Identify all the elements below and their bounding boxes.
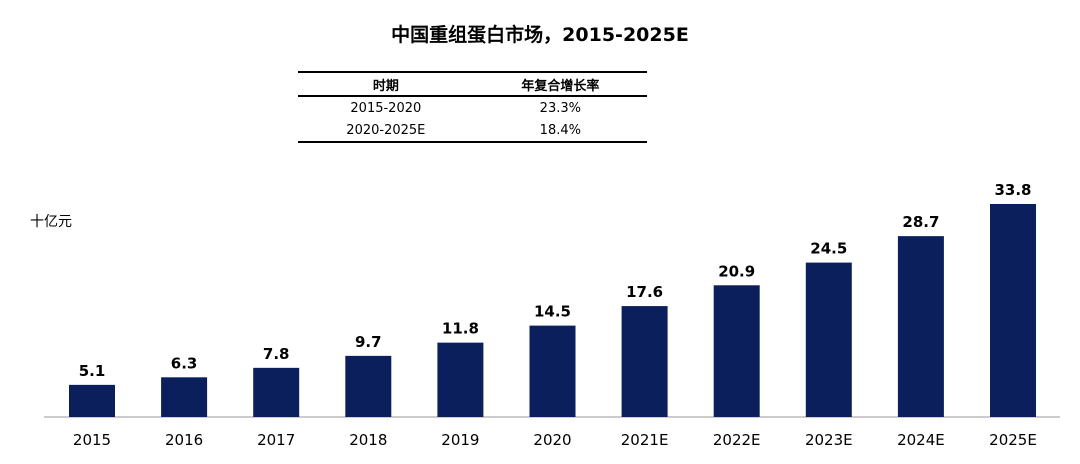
data-label: 20.9 [718, 262, 755, 280]
bar-2022E [713, 285, 760, 417]
data-label: 14.5 [534, 303, 571, 321]
cagr-period: 2015-2020 [350, 100, 422, 116]
x-tick-label: 2017 [257, 431, 295, 449]
x-tick-label: 2021E [621, 431, 669, 449]
x-tick-label: 2018 [349, 431, 387, 449]
cagr-period: 2020-2025E [298, 119, 474, 143]
data-label: 5.1 [79, 362, 106, 380]
cagr-header-rate: 年复合增长率 [473, 71, 647, 97]
data-label: 28.7 [902, 213, 939, 231]
bar-2021E [621, 306, 668, 417]
data-label: 24.5 [810, 240, 847, 258]
data-label: 6.3 [171, 354, 198, 372]
cagr-row: 2015-2020 23.3% [298, 96, 647, 119]
y-axis-unit-label: 十亿元 [30, 214, 72, 230]
bar-2025E [990, 204, 1036, 417]
cagr-row: 2020-2025E 18.4% [298, 119, 647, 143]
x-tick-label: 2016 [165, 431, 203, 449]
bar-2024E [897, 236, 944, 417]
cagr-rate: 23.3% [539, 100, 581, 116]
bar-2019 [437, 342, 484, 417]
x-tick-label: 2023E [805, 431, 853, 449]
data-label: 7.8 [263, 345, 290, 363]
data-label: 17.6 [626, 283, 663, 301]
x-tick-label: 2024E [897, 431, 945, 449]
data-label: 9.7 [355, 333, 382, 351]
bar-2018 [345, 355, 392, 417]
cagr-header-row: 时期 年复合增长率 [298, 71, 647, 97]
cagr-rate: 18.4% [473, 119, 647, 143]
x-tick-label: 2020 [533, 431, 571, 449]
bar-2015 [69, 384, 115, 417]
bar-2017 [253, 367, 300, 417]
bar-2020 [529, 325, 576, 417]
x-tick-label: 2025E [989, 431, 1037, 449]
cagr-header-period: 时期 [298, 71, 474, 97]
x-tick-label: 2022E [713, 431, 761, 449]
data-label: 33.8 [994, 181, 1031, 199]
bar-2016 [161, 377, 208, 417]
data-label: 11.8 [442, 320, 479, 338]
x-tick-label: 2015 [73, 431, 111, 449]
x-tick-label: 2019 [441, 431, 479, 449]
bar-2023E [805, 262, 852, 417]
cagr-table: 时期 年复合增长率 2015-2020 23.3% 2020-2025E 18.… [298, 71, 647, 143]
chart-title: 中国重组蛋白市场，2015-2025E [391, 24, 689, 46]
